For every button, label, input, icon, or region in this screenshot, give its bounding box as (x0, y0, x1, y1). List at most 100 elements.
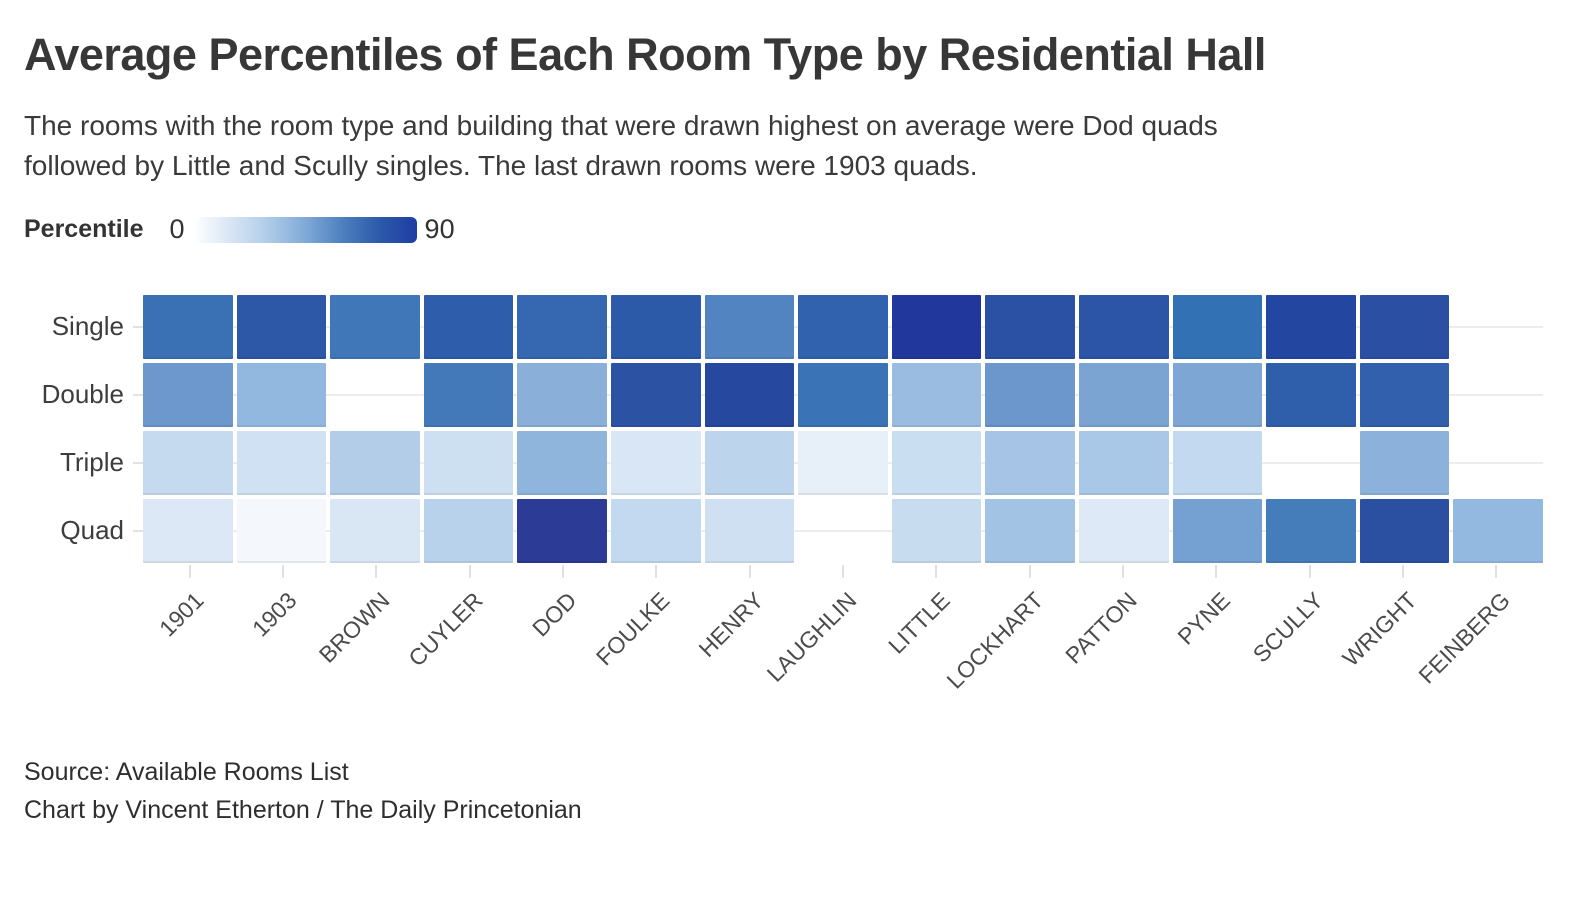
heatmap-cell-single-dod[interactable] (517, 294, 607, 359)
column-label-cuyler: CUYLER (403, 586, 489, 672)
row-label-text: Single (51, 311, 124, 342)
heatmap-cell-quad-pyne[interactable] (1172, 498, 1263, 563)
heatmap-cell-quad-cuyler[interactable] (423, 498, 514, 563)
heatmap-cell-quad-1903[interactable] (236, 498, 327, 563)
chart-subtitle: The rooms with the room type and buildin… (24, 109, 1218, 182)
heatmap-cell-double-henry[interactable] (704, 362, 795, 427)
x-axis-tick (748, 564, 751, 578)
heatmap-cell-triple-brown[interactable] (330, 430, 420, 495)
x-axis-tick (1495, 564, 1498, 578)
heatmap-cell-double-lockhart[interactable] (985, 362, 1075, 427)
heatmap-cell-double-scully[interactable] (1266, 362, 1356, 427)
heatmap-cell-single-scully[interactable] (1266, 294, 1356, 359)
heatmap-cell-single-feinberg (1453, 295, 1543, 359)
row-label-double: Double (0, 363, 143, 427)
heatmap-cell-single-brown[interactable] (330, 294, 420, 359)
heatmap-cell-double-1903[interactable] (236, 362, 327, 427)
legend-min-value: 0 (169, 214, 185, 245)
heatmap-cell-double-pyne[interactable] (1172, 362, 1263, 427)
heatmap-cell-single-wright[interactable] (1359, 294, 1450, 359)
heatmap-cell-triple-lockhart[interactable] (985, 430, 1075, 495)
heatmap-cell-double-laughlin[interactable] (798, 362, 888, 427)
heatmap-cell-triple-pyne[interactable] (1172, 430, 1263, 495)
heatmap-cell-double-dod[interactable] (517, 362, 607, 427)
x-axis-tick (562, 564, 564, 578)
heatmap-cell-quad-1901[interactable] (143, 498, 233, 563)
row-label-text: Double (41, 379, 124, 410)
heatmap-cell-double-wright[interactable] (1359, 362, 1450, 427)
heatmap-cell-single-cuyler[interactable] (423, 294, 514, 359)
chart-footer: Source: Available Rooms List Chart by Vi… (24, 753, 1560, 829)
heatmap-cell-triple-dod[interactable] (517, 430, 607, 495)
heatmap-cell-triple-foulke[interactable] (610, 430, 701, 495)
heatmap-cell-double-brown (330, 363, 420, 427)
column-label-patton: PATTON (1059, 586, 1142, 669)
heatmap-cell-triple-henry[interactable] (704, 430, 795, 495)
legend-gradient-bar (194, 216, 417, 243)
heatmap-cell-quad-laughlin (798, 499, 888, 563)
heatmap-cell-quad-wright[interactable] (1359, 498, 1450, 563)
x-axis-tick (282, 564, 284, 578)
column-label-henry: HENRY (693, 586, 769, 662)
heatmap-cell-single-henry[interactable] (704, 294, 795, 359)
heatmap-cell-double-patton[interactable] (1078, 362, 1169, 427)
heatmap-cell-quad-foulke[interactable] (610, 498, 701, 563)
heatmap-cell-single-patton[interactable] (1078, 294, 1169, 359)
heatmap-cell-triple-wright[interactable] (1359, 430, 1450, 495)
heatmap-cell-single-pyne[interactable] (1172, 294, 1263, 359)
heatmap-cell-triple-1903[interactable] (236, 430, 327, 495)
x-axis-tick (842, 564, 844, 578)
heatmap-cell-quad-dod[interactable] (517, 498, 607, 563)
column-label-feinberg: FEINBERG (1413, 586, 1515, 689)
heatmap-cell-single-1901[interactable] (143, 294, 233, 359)
column-label-little: LITTLE (883, 586, 955, 659)
heatmap-cell-quad-henry[interactable] (704, 498, 795, 563)
column-label-laughlin: LAUGHLIN (761, 586, 862, 687)
column-label-scully: SCULLY (1247, 586, 1329, 668)
page-title: Average Percentiles of Each Room Type by… (24, 29, 1266, 80)
heatmap-chart: Single Double Triple Quad 1901 1903 BROWN CUYL… (0, 294, 1584, 749)
column-label-pyne: PYNE (1172, 586, 1235, 650)
x-axis-tick (1122, 564, 1124, 578)
heatmap-cell-triple-patton[interactable] (1078, 430, 1169, 495)
heatmap-cell-single-1903[interactable] (236, 294, 327, 359)
heatmap-cell-single-foulke[interactable] (610, 294, 701, 359)
legend-title: Percentile (24, 215, 144, 244)
x-axis-labels: 1901 1903 BROWN CUYLER DOD FOULKE HENRY LAUGHLI… (143, 563, 1543, 749)
heatmap-cell-double-cuyler[interactable] (423, 362, 514, 427)
legend-max-value: 90 (424, 214, 455, 245)
y-axis-tick (133, 393, 143, 396)
heatmap-cell-quad-scully[interactable] (1266, 498, 1356, 563)
heatmap-cell-quad-brown[interactable] (330, 498, 420, 563)
x-axis-tick (1028, 564, 1031, 578)
column-label-foulke: FOULKE (591, 586, 675, 671)
heatmap-cell-double-1901[interactable] (143, 362, 233, 427)
x-axis-tick (375, 564, 378, 578)
x-axis-tick (935, 564, 938, 578)
x-axis-tick (655, 564, 658, 578)
heatmap-cell-single-lockhart[interactable] (985, 294, 1075, 359)
column-label-dod: DOD (526, 586, 582, 642)
heatmap-cell-quad-lockhart[interactable] (985, 498, 1075, 563)
heatmap-cell-single-laughlin[interactable] (798, 294, 888, 359)
heatmap-cell-triple-1901[interactable] (143, 430, 233, 495)
heatmap-cell-triple-laughlin[interactable] (798, 430, 888, 495)
row-label-triple: Triple (0, 431, 143, 495)
heatmap-cell-triple-little[interactable] (891, 430, 982, 495)
x-axis-tick (1215, 564, 1218, 578)
heatmap-cell-single-little[interactable] (891, 294, 982, 359)
heatmap-cell-quad-patton[interactable] (1078, 498, 1169, 563)
heatmap-cell-quad-feinberg[interactable] (1453, 498, 1543, 563)
x-axis-tick (468, 564, 471, 578)
x-axis-tick (188, 564, 191, 578)
heatmap-cell-triple-feinberg (1453, 431, 1543, 495)
column-label-wright: WRIGHT (1337, 586, 1422, 672)
heatmap-grid (143, 294, 1543, 563)
heatmap-cell-triple-cuyler[interactable] (423, 430, 514, 495)
y-axis-tick (133, 325, 143, 328)
heatmap-cell-double-foulke[interactable] (610, 362, 701, 427)
row-label-text: Quad (60, 515, 124, 546)
heatmap-cell-quad-little[interactable] (891, 498, 982, 563)
heatmap-cell-double-little[interactable] (891, 362, 982, 427)
heatmap-cell-double-feinberg (1453, 363, 1543, 427)
